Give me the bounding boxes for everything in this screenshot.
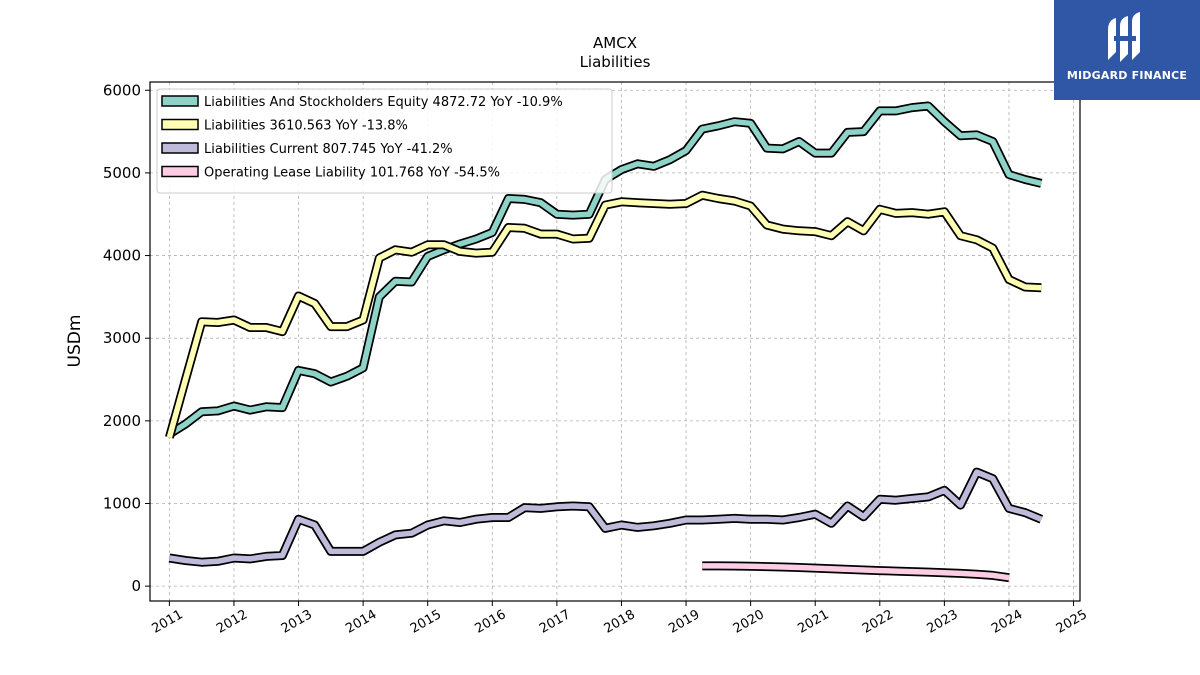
chart-title: AMCX	[593, 34, 637, 52]
x-tick-label: 2011	[150, 607, 186, 637]
y-tick-label: 2000	[103, 412, 141, 430]
x-tick-label: 2015	[408, 607, 444, 637]
x-tick-label: 2025	[1054, 607, 1090, 637]
y-tick-label: 6000	[103, 81, 141, 99]
x-tick-label: 2018	[602, 607, 638, 637]
legend-label: Liabilities Current 807.745 YoY -41.2%	[204, 142, 453, 157]
midgard-logo-icon	[1108, 12, 1140, 62]
series-1	[165, 190, 1042, 439]
legend-label: Operating Lease Liability 101.768 YoY -5…	[204, 166, 500, 181]
x-tick-label: 2024	[989, 607, 1025, 637]
series-3	[702, 561, 1010, 583]
x-tick-label: 2020	[731, 607, 767, 637]
x-tick-label: 2019	[666, 607, 702, 637]
y-tick-label: 3000	[103, 329, 141, 347]
legend-swatch	[161, 142, 199, 154]
y-tick-label: 5000	[103, 164, 141, 182]
x-tick-label: 2012	[214, 607, 250, 637]
y-tick-label: 4000	[103, 247, 141, 265]
x-tick-label: 2023	[925, 607, 961, 637]
series-line	[168, 469, 1043, 565]
x-tick-label: 2017	[537, 607, 573, 637]
legend-label: Liabilities 3610.563 YoY -13.8%	[204, 119, 408, 134]
plot-frame	[149, 81, 1081, 602]
x-tick-label: 2022	[860, 607, 896, 637]
logo-text: MIDGARD FINANCE	[1066, 69, 1188, 82]
x-tick-label: 2013	[279, 607, 315, 637]
series-line	[166, 192, 1042, 439]
legend-box	[156, 88, 613, 194]
y-axis-label: USDm	[65, 315, 85, 368]
legend-swatch	[161, 118, 199, 131]
chart-subtitle: Liabilities	[580, 53, 651, 71]
x-tick-label: 2016	[472, 607, 508, 637]
series-2	[168, 467, 1044, 567]
x-tick-label: 2014	[343, 607, 379, 637]
x-tick-label: 2021	[795, 607, 831, 637]
y-tick-label: 1000	[103, 494, 141, 512]
legend-swatch	[161, 95, 199, 107]
series-line	[702, 563, 1010, 581]
y-tick-label: 0	[131, 577, 141, 595]
legend: Liabilities And Stockholders Equity 4872…	[156, 88, 613, 194]
series-line-outline	[165, 190, 1042, 439]
midgard-finance-logo: MIDGARD FINANCE	[1054, 0, 1200, 100]
legend-label: Liabilities And Stockholders Equity 4872…	[204, 95, 563, 110]
legend-swatch	[161, 165, 199, 178]
